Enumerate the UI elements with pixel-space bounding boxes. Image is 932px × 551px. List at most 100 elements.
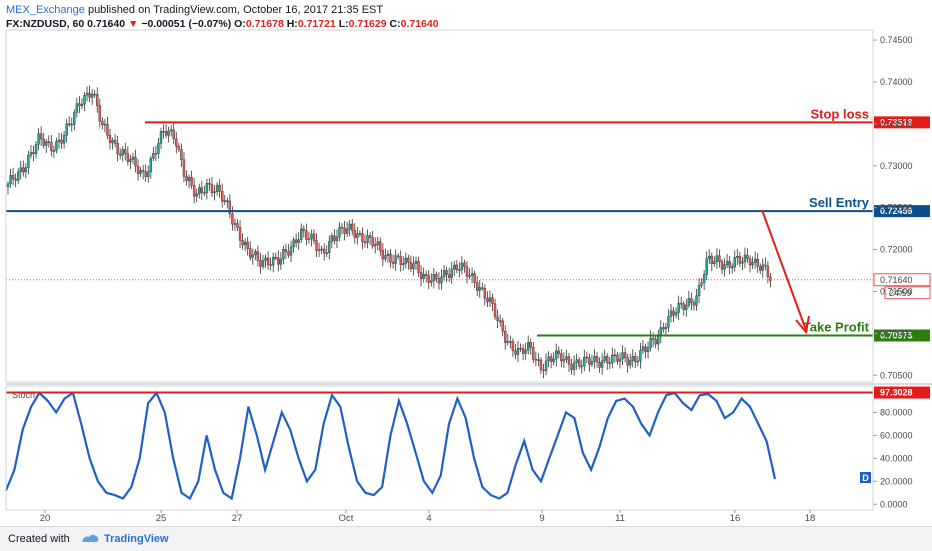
candle-body xyxy=(562,359,566,362)
candle-body xyxy=(379,241,382,251)
candle-body xyxy=(570,364,573,370)
candle-body xyxy=(210,184,214,194)
close-label: C: xyxy=(389,18,401,30)
price-tick-label: 0.73500 xyxy=(880,119,913,129)
candle-body xyxy=(175,138,178,147)
candle-body xyxy=(702,274,706,283)
level-tag xyxy=(874,329,930,342)
open-label: O: xyxy=(234,18,246,30)
candle-body xyxy=(445,270,448,275)
candle-body xyxy=(345,228,349,234)
candle-body xyxy=(741,261,744,264)
candle-body xyxy=(376,241,379,245)
level-annotation: Sell Entry xyxy=(809,195,870,210)
candle-body xyxy=(555,350,558,360)
candle-body xyxy=(674,312,678,316)
author-link[interactable]: MEX_Exchange xyxy=(6,4,85,16)
candle-body xyxy=(249,248,252,258)
candle-body xyxy=(124,149,127,154)
stoch-tick-label: 40.0000 xyxy=(880,453,913,463)
candle-body xyxy=(766,265,770,278)
stoch-line xyxy=(4,390,777,501)
candle-body xyxy=(733,257,736,268)
candle-body xyxy=(453,264,456,270)
symbol-label[interactable]: FX:NZDUSD, 60 xyxy=(6,18,85,30)
price-chart[interactable]: 0.71640 24:59 0.73518 0.72459 0.70975 Stoch 9… xyxy=(0,0,932,526)
candle-body xyxy=(578,359,581,367)
last-price: 0.71640 xyxy=(87,18,126,30)
candle-body xyxy=(736,255,739,258)
candle-body xyxy=(218,184,221,192)
candle-body xyxy=(62,134,66,144)
candle-body xyxy=(616,354,619,362)
stoch-pane xyxy=(5,385,874,511)
candle-body xyxy=(580,365,583,368)
low-label: L: xyxy=(338,18,349,30)
candle-body xyxy=(70,123,73,126)
candle-body xyxy=(690,298,693,303)
candle-body xyxy=(374,244,377,247)
price-tick-label: 0.73000 xyxy=(880,161,913,171)
candle-body xyxy=(83,95,86,105)
candle-body xyxy=(631,356,634,361)
candle-body xyxy=(600,360,604,368)
candle-body xyxy=(552,358,555,362)
candle-body xyxy=(32,152,35,155)
candle-body xyxy=(126,153,130,162)
candle-body xyxy=(208,182,211,185)
candle-body xyxy=(672,310,675,316)
candle-body xyxy=(425,274,428,276)
candle-body xyxy=(483,288,487,299)
candle-body xyxy=(27,154,30,168)
date-tick-label: 11 xyxy=(615,513,625,524)
candle-body xyxy=(534,358,538,361)
candle-body xyxy=(103,123,107,126)
stoch-level-tag xyxy=(874,386,930,399)
date-tick-label: 4 xyxy=(426,513,431,524)
candle-body xyxy=(756,258,759,267)
candle-body xyxy=(213,191,216,194)
candle-body xyxy=(205,182,209,193)
candle-body xyxy=(700,282,703,286)
candle-body xyxy=(261,260,265,267)
candle-body xyxy=(498,320,502,323)
candle-body xyxy=(654,339,657,345)
candle-body xyxy=(728,261,731,268)
candle-body xyxy=(236,223,239,228)
candle-body xyxy=(363,241,367,244)
candle-body xyxy=(399,256,402,265)
footer-bar: Created with TradingView xyxy=(0,526,932,551)
candle-body xyxy=(435,273,438,279)
price-tick-label: 0.71500 xyxy=(880,286,913,296)
candle-body xyxy=(19,167,22,173)
down-arrow-annotation xyxy=(761,209,807,331)
candle-body xyxy=(330,235,334,242)
candle-body xyxy=(718,255,721,262)
candle-body xyxy=(470,273,474,276)
candle-body xyxy=(157,143,160,154)
candle-body xyxy=(463,262,466,267)
tradingview-brand-link[interactable]: TradingView xyxy=(104,533,169,545)
close-value: 0.71640 xyxy=(400,18,439,30)
candle-body xyxy=(287,251,290,256)
candle-body xyxy=(243,241,247,246)
candle-body xyxy=(567,356,571,365)
candle-body xyxy=(506,341,509,343)
candle-body xyxy=(136,165,140,174)
candle-body xyxy=(251,254,255,258)
candle-body xyxy=(613,354,617,357)
candle-body xyxy=(753,258,757,263)
stoch-tick-label: 20.0000 xyxy=(880,476,913,486)
candle-body xyxy=(636,360,640,363)
candle-body xyxy=(238,227,242,241)
candle-body xyxy=(297,239,300,243)
candle-body xyxy=(167,130,170,136)
candle-body xyxy=(241,240,244,246)
candle-body xyxy=(42,138,45,146)
candle-body xyxy=(529,342,532,348)
candle-body xyxy=(348,223,351,230)
last-price-value: 0.71640 xyxy=(880,275,913,285)
candle-body xyxy=(634,356,637,362)
candle-body xyxy=(685,304,688,311)
candle-body xyxy=(269,264,272,266)
